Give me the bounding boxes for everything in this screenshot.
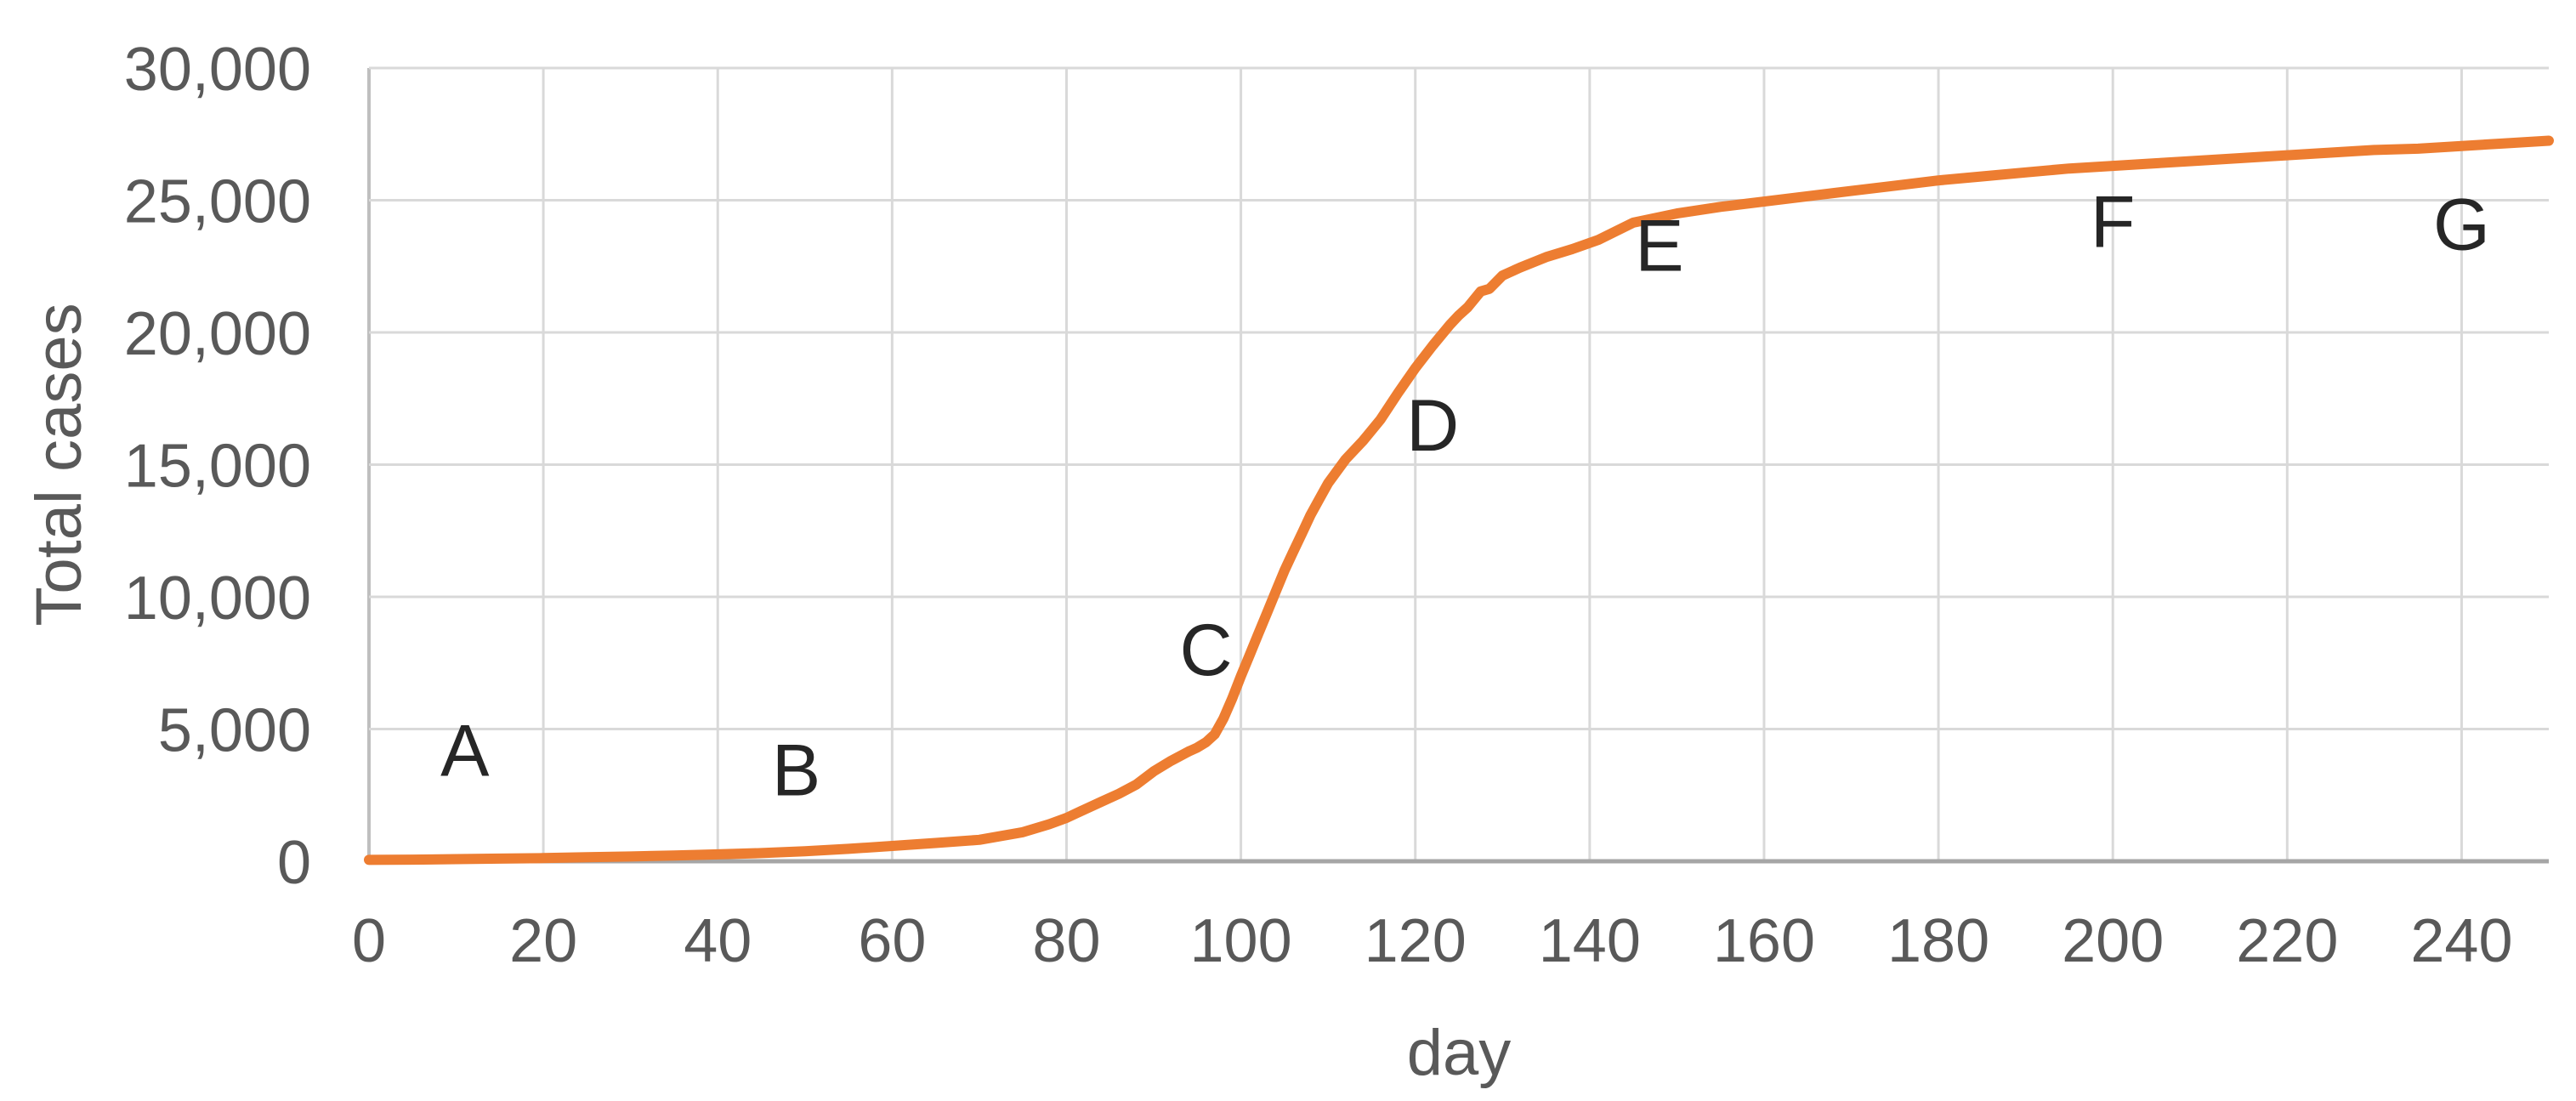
- x-tick-label: 180: [1887, 907, 1989, 975]
- annotation-letter-c: C: [1180, 610, 1233, 691]
- y-tick-label: 20,000: [124, 300, 311, 368]
- annotation-letter-e: E: [1635, 205, 1683, 287]
- x-tick-label: 120: [1365, 907, 1467, 975]
- y-tick-label: 30,000: [124, 36, 311, 104]
- y-tick-label: 25,000: [124, 168, 311, 236]
- gridlines: [367, 66, 2549, 861]
- annotation-letter-b: B: [772, 730, 820, 812]
- y-tick-label: 10,000: [124, 565, 311, 633]
- total-cases-curve: [364, 135, 2554, 865]
- x-tick-label: 80: [1032, 907, 1100, 975]
- y-tick-label: 15,000: [124, 433, 311, 501]
- x-tick-label: 240: [2410, 907, 2512, 975]
- x-tick-label: 0: [352, 907, 386, 975]
- annotation-letter-a: A: [440, 710, 490, 792]
- annotation-letters: A B C D E F G: [440, 181, 2490, 811]
- x-tick-label: 100: [1190, 907, 1292, 975]
- axis-titles: day Total cases: [23, 303, 1511, 1089]
- x-tick-label: 200: [2062, 907, 2164, 975]
- series-lines: [364, 135, 2554, 865]
- tick-labels: 0 20 40 60 80 100 120 140 160 180 200 220 240 0 5,000 1…: [124, 36, 2513, 975]
- annotation-letter-d: D: [1406, 385, 1459, 467]
- x-tick-label: 60: [858, 907, 926, 975]
- x-tick-label: 40: [684, 907, 752, 975]
- x-axis-title: day: [1407, 1017, 1512, 1089]
- annotation-letter-f: F: [2091, 181, 2136, 263]
- x-tick-label: 160: [1713, 907, 1815, 975]
- y-tick-label: 0: [277, 829, 311, 897]
- annotation-letter-g: G: [2433, 184, 2490, 265]
- y-axis-title: Total cases: [23, 303, 95, 626]
- x-tick-label: 140: [1539, 907, 1641, 975]
- x-tick-label: 20: [509, 907, 577, 975]
- y-tick-label: 5,000: [158, 697, 311, 765]
- x-tick-label: 220: [2236, 907, 2338, 975]
